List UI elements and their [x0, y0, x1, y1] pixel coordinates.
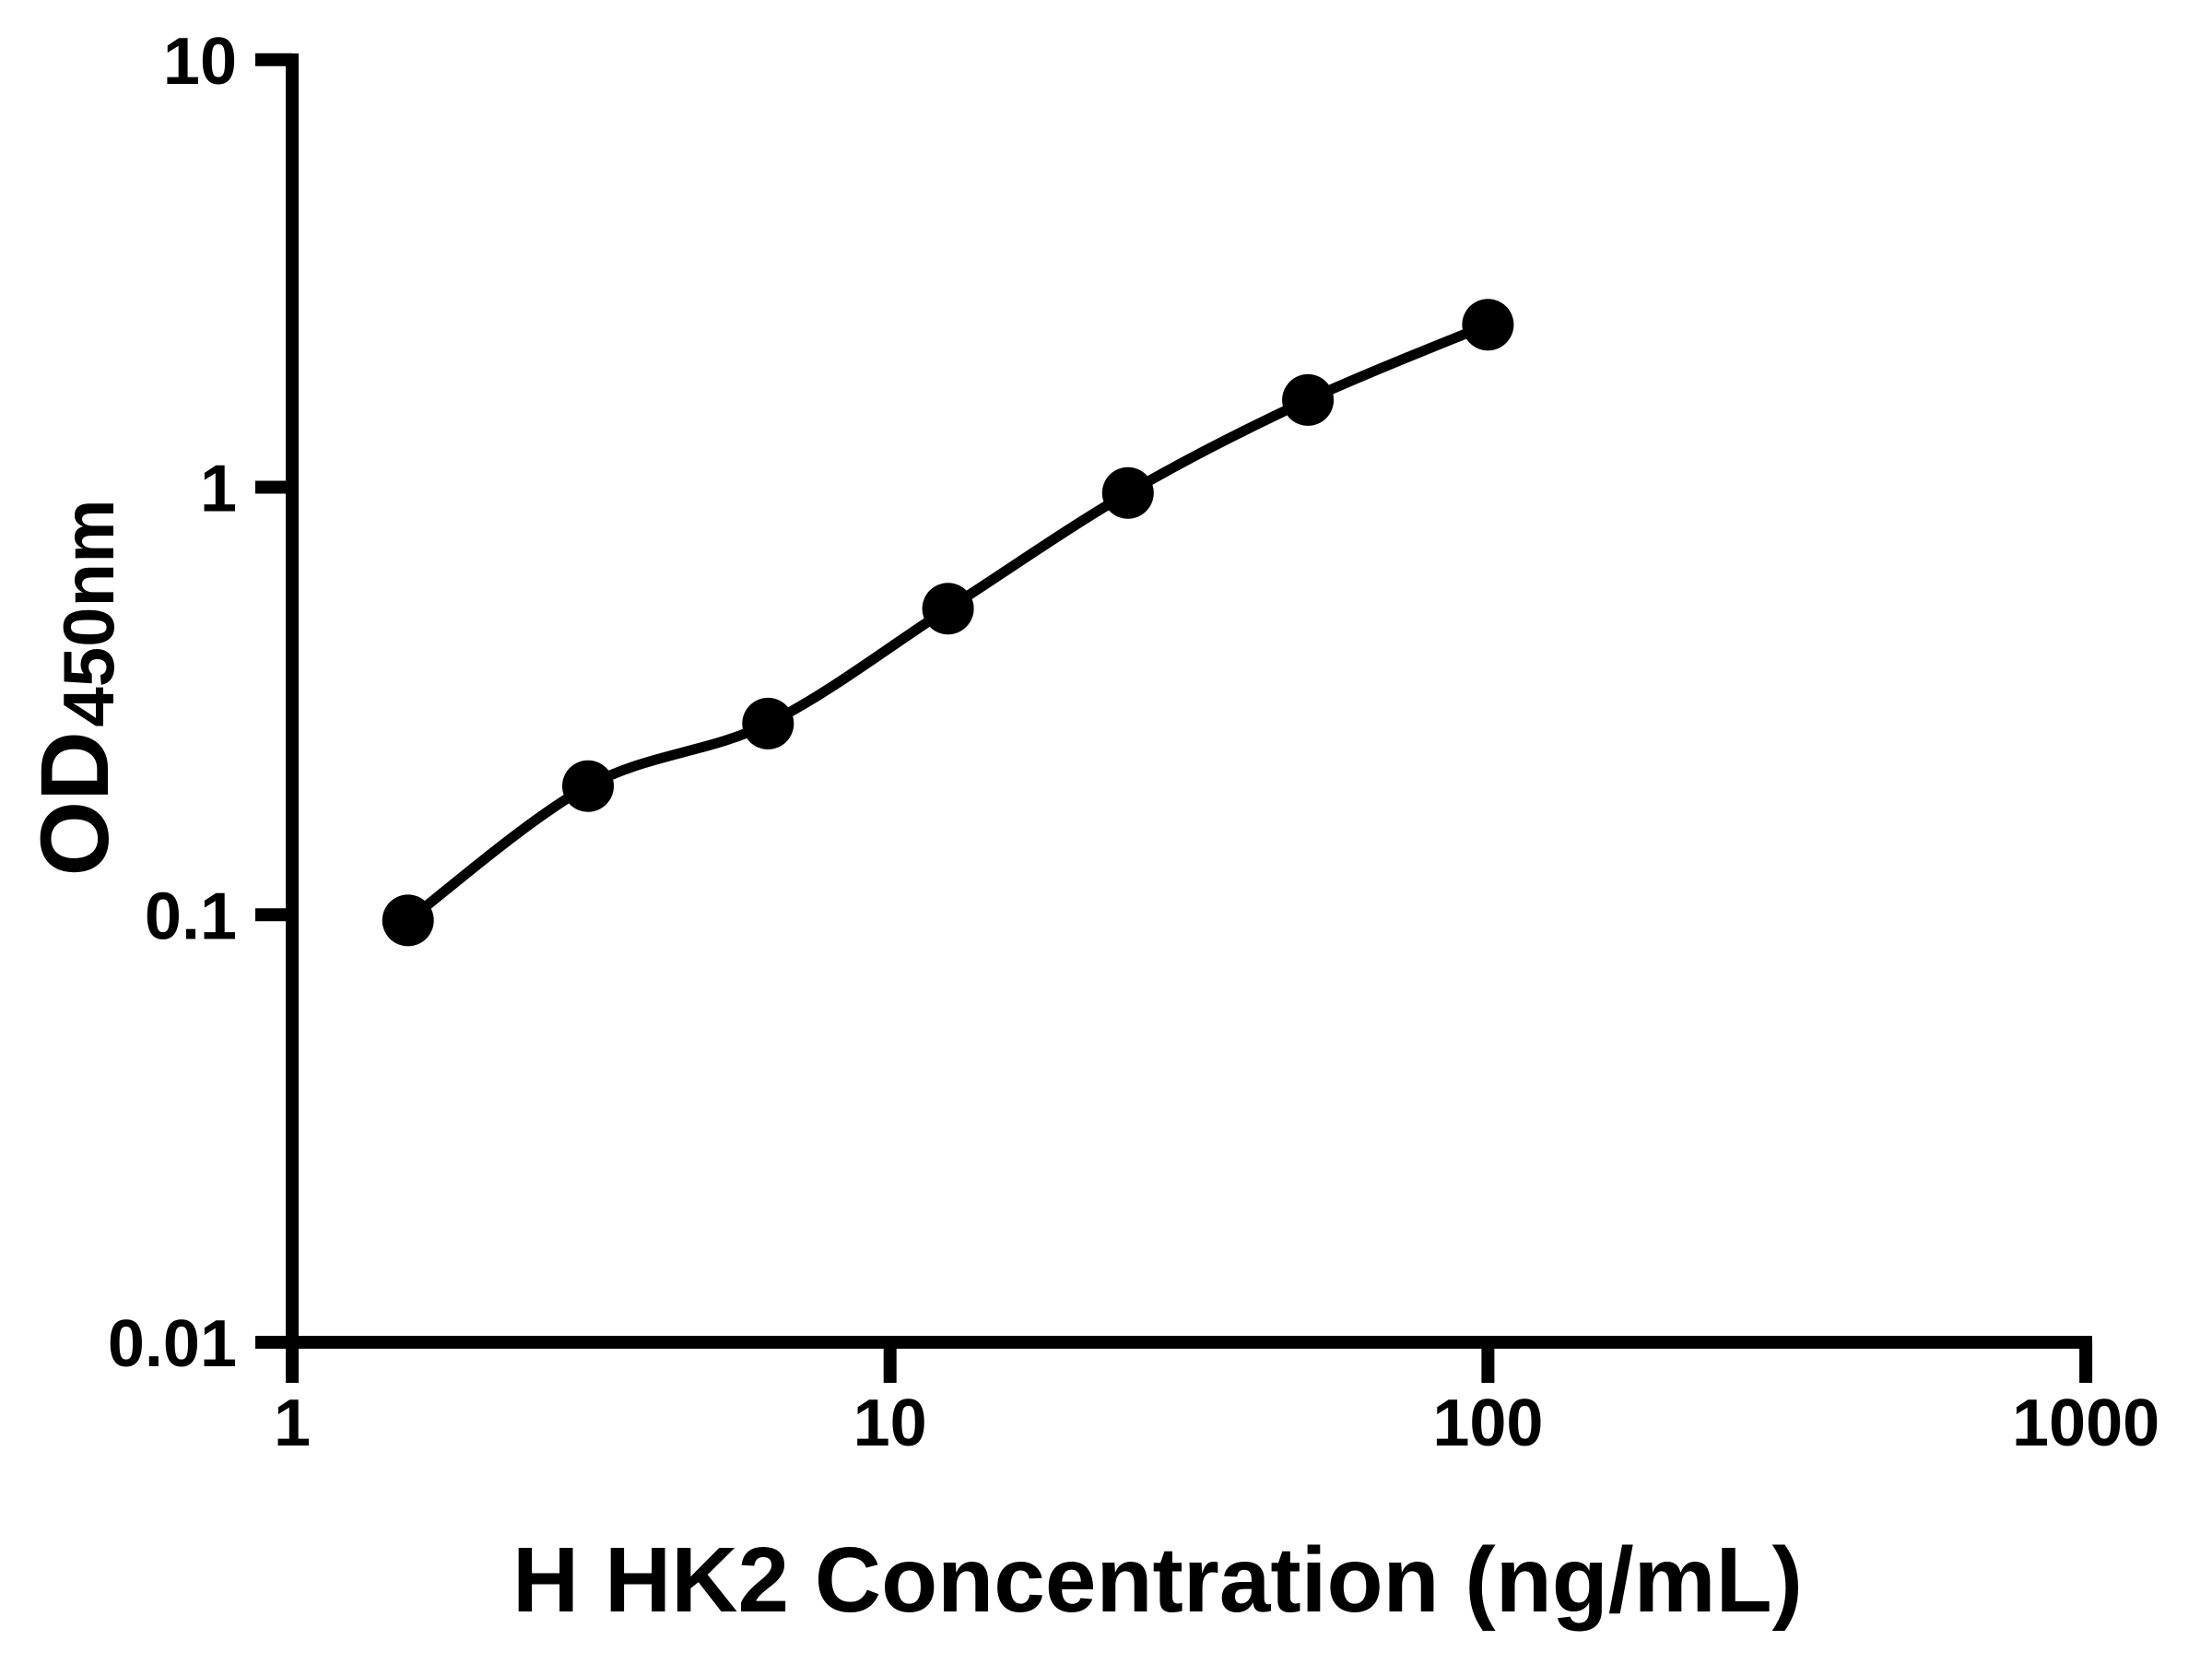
data-point-marker	[1462, 299, 1514, 351]
y-axis-title-main: OD	[21, 731, 129, 877]
y-axis-ticks: 0.01 0.1 1 10	[108, 25, 292, 1381]
x-tick-label: 1	[274, 1387, 311, 1460]
x-axis-ticks: 1 10 100 1000	[274, 1342, 2159, 1460]
y-tick-label: 1	[200, 453, 237, 526]
x-tick-label: 100	[1432, 1387, 1543, 1460]
y-tick-label: 10	[163, 25, 237, 99]
y-tick-label: 0.01	[108, 1307, 237, 1381]
y-tick-label: 0.1	[145, 879, 237, 953]
y-axis-title: OD 450nm	[21, 499, 129, 876]
data-point-marker	[1101, 466, 1154, 519]
data-point-marker	[742, 697, 794, 749]
data-points-group	[382, 299, 1514, 947]
data-point-marker	[562, 760, 614, 812]
y-axis-title-subscript: 450nm	[48, 499, 129, 726]
x-axis-title: H HK2 Concentration (ng/mL)	[512, 1528, 1803, 1632]
data-point-marker	[922, 583, 974, 635]
data-point-marker	[1282, 373, 1335, 426]
x-tick-label: 1000	[2012, 1387, 2159, 1460]
data-point-marker	[382, 894, 434, 947]
x-tick-label: 10	[853, 1387, 927, 1460]
